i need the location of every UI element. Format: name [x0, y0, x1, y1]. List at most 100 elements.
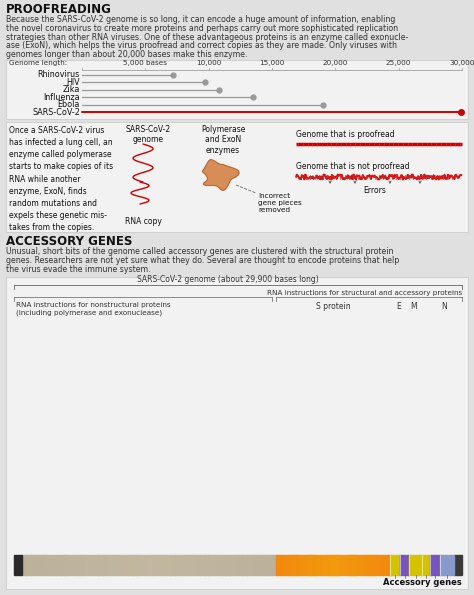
Bar: [132, 555, 137, 575]
Bar: [234, 555, 238, 575]
Bar: [362, 555, 364, 575]
Bar: [331, 555, 334, 575]
Bar: [309, 555, 311, 575]
Bar: [225, 555, 230, 575]
Bar: [115, 555, 120, 575]
Bar: [369, 555, 372, 575]
Text: N: N: [441, 302, 447, 311]
Bar: [303, 555, 305, 575]
Text: the novel coronavirus to create more proteins and perhaps carry out more sophist: the novel coronavirus to create more pro…: [6, 24, 398, 33]
Bar: [454, 555, 462, 575]
Bar: [60, 555, 65, 575]
Bar: [73, 555, 78, 575]
Bar: [326, 555, 328, 575]
Bar: [94, 555, 99, 575]
Bar: [137, 555, 141, 575]
Bar: [166, 555, 171, 575]
Bar: [174, 555, 179, 575]
Bar: [297, 555, 300, 575]
Bar: [371, 555, 374, 575]
Bar: [157, 555, 162, 575]
Bar: [364, 555, 366, 575]
Bar: [341, 555, 343, 575]
Bar: [56, 555, 61, 575]
Bar: [191, 555, 196, 575]
Bar: [339, 555, 341, 575]
Bar: [335, 555, 337, 575]
Bar: [316, 555, 319, 575]
Bar: [217, 555, 221, 575]
Bar: [422, 555, 430, 575]
Bar: [212, 555, 217, 575]
Bar: [6, 277, 468, 589]
Bar: [6, 122, 468, 232]
Bar: [30, 555, 35, 575]
Bar: [348, 555, 351, 575]
Bar: [350, 555, 353, 575]
Text: 10,000: 10,000: [196, 60, 221, 66]
Bar: [246, 555, 251, 575]
Text: RNA copy: RNA copy: [125, 217, 162, 226]
Bar: [26, 555, 31, 575]
Bar: [386, 555, 389, 575]
Text: Genome length:: Genome length:: [9, 60, 67, 66]
Bar: [305, 555, 307, 575]
Text: RNA instructions for nonstructural proteins
(including polymerase and exonucleas: RNA instructions for nonstructural prote…: [16, 302, 171, 316]
Bar: [200, 555, 205, 575]
Bar: [383, 555, 385, 575]
Bar: [238, 555, 243, 575]
Bar: [153, 555, 158, 575]
Bar: [367, 555, 370, 575]
Bar: [377, 555, 379, 575]
Bar: [282, 555, 284, 575]
Bar: [141, 555, 146, 575]
Text: Polymerase
and ExoN
enzymes: Polymerase and ExoN enzymes: [201, 125, 245, 155]
Bar: [292, 555, 294, 575]
Text: Influenza: Influenza: [44, 93, 80, 102]
Bar: [328, 555, 330, 575]
Bar: [64, 555, 69, 575]
Bar: [69, 555, 73, 575]
Text: Errors: Errors: [364, 186, 386, 195]
Bar: [333, 555, 336, 575]
Text: Unusual, short bits of the genome called accessory genes are clustered with the : Unusual, short bits of the genome called…: [6, 247, 393, 256]
Bar: [375, 555, 377, 575]
Text: Because the SARS-CoV-2 genome is so long, it can encode a huge amount of informa: Because the SARS-CoV-2 genome is so long…: [6, 15, 395, 24]
Bar: [286, 555, 288, 575]
Bar: [379, 555, 381, 575]
Text: Incorrect
gene pieces
removed: Incorrect gene pieces removed: [258, 193, 302, 213]
Bar: [22, 555, 27, 575]
Bar: [111, 555, 116, 575]
Bar: [365, 555, 368, 575]
Text: ase (ExoN), which helps the virus proofread and correct copies as they are made.: ase (ExoN), which helps the virus proofr…: [6, 42, 397, 51]
Bar: [356, 555, 358, 575]
Bar: [196, 555, 201, 575]
Text: 5,000 bases: 5,000 bases: [123, 60, 167, 66]
Bar: [107, 555, 111, 575]
Bar: [276, 555, 279, 575]
Bar: [128, 555, 133, 575]
Bar: [346, 555, 349, 575]
Text: ACCESSORY GENES: ACCESSORY GENES: [6, 235, 132, 248]
Bar: [388, 555, 391, 575]
Bar: [373, 555, 375, 575]
Text: HIV: HIV: [66, 78, 80, 87]
Bar: [81, 555, 86, 575]
Bar: [288, 555, 290, 575]
Text: M: M: [410, 302, 417, 311]
Bar: [290, 555, 292, 575]
Bar: [293, 555, 296, 575]
Bar: [255, 555, 260, 575]
Bar: [312, 555, 315, 575]
Text: E: E: [397, 302, 401, 311]
Text: SARS-CoV-2: SARS-CoV-2: [32, 108, 80, 117]
Bar: [280, 555, 283, 575]
Text: strategies than other RNA viruses. One of these advantageous proteins is an enzy: strategies than other RNA viruses. One o…: [6, 33, 409, 42]
Bar: [440, 555, 454, 575]
Text: genomes longer than about 20,000 bases make this enzyme.: genomes longer than about 20,000 bases m…: [6, 50, 247, 59]
Bar: [343, 555, 345, 575]
Bar: [295, 555, 298, 575]
Bar: [14, 555, 22, 575]
Bar: [307, 555, 309, 575]
Bar: [310, 555, 313, 575]
